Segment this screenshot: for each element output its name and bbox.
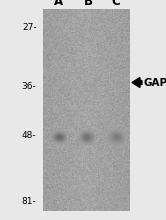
Text: B: B: [84, 0, 93, 8]
Text: 48-: 48-: [22, 131, 37, 140]
Text: 36-: 36-: [22, 82, 37, 91]
FancyArrow shape: [132, 77, 142, 87]
Text: GAPDH: GAPDH: [144, 77, 166, 88]
Text: C: C: [111, 0, 120, 8]
Text: A: A: [54, 0, 63, 8]
Text: 27-: 27-: [22, 23, 37, 32]
Text: 81-: 81-: [22, 197, 37, 206]
